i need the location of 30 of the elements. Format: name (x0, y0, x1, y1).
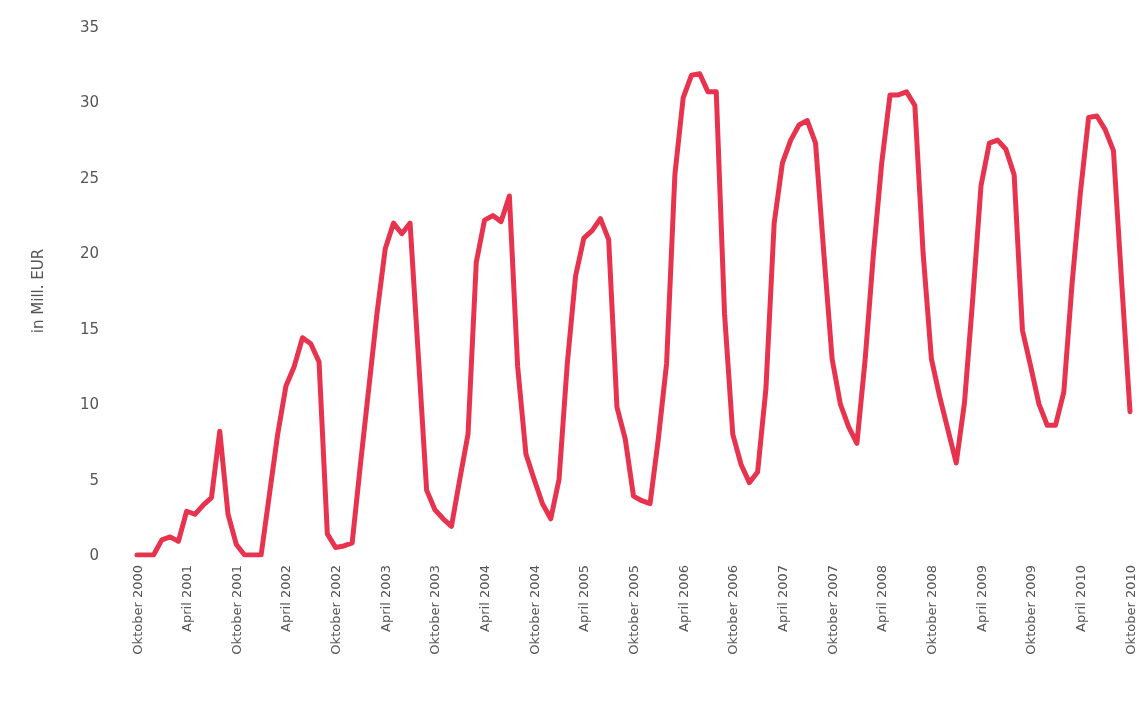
y-tick-label: 25 (79, 168, 99, 187)
x-tick-label: Oktober 2007 (824, 565, 840, 655)
y-tick-label: 35 (79, 18, 99, 36)
x-tick-label: Oktober 2002 (328, 565, 344, 655)
x-tick-label: Oktober 2006 (725, 565, 741, 655)
x-tick-label: Oktober 2003 (427, 565, 443, 655)
x-tick-label: Oktober 2008 (923, 565, 939, 655)
x-tick-label: April 2003 (377, 565, 393, 632)
x-tick-label: April 2010 (1072, 565, 1088, 632)
x-tick-label: April 2006 (675, 565, 691, 632)
x-tick-label: April 2002 (278, 565, 294, 632)
x-tick-label: April 2004 (477, 565, 493, 632)
x-tick-label: Oktober 2005 (626, 565, 641, 655)
x-tick-label: April 2001 (179, 565, 195, 632)
y-tick-label: 15 (79, 319, 99, 338)
y-axis-title: in Mill. EUR (28, 248, 47, 334)
y-tick-label: 5 (89, 470, 99, 489)
x-tick-label: Oktober 2010 (1122, 565, 1138, 655)
x-tick-label: Oktober 2000 (129, 565, 145, 655)
x-tick-label: Oktober 2004 (526, 565, 542, 655)
y-tick-label: 20 (79, 244, 99, 263)
y-tick-label: 0 (89, 546, 99, 564)
x-tick-label: April 2005 (576, 565, 592, 632)
y-tick-label: 30 (79, 93, 99, 112)
x-tick-label: April 2009 (973, 565, 989, 632)
y-tick-label: 10 (79, 395, 99, 414)
x-tick-label: Oktober 2009 (1023, 565, 1039, 655)
x-tick-label: April 2008 (874, 565, 890, 632)
x-tick-label: Oktober 2001 (228, 565, 244, 655)
x-tick-label: April 2007 (774, 565, 790, 632)
